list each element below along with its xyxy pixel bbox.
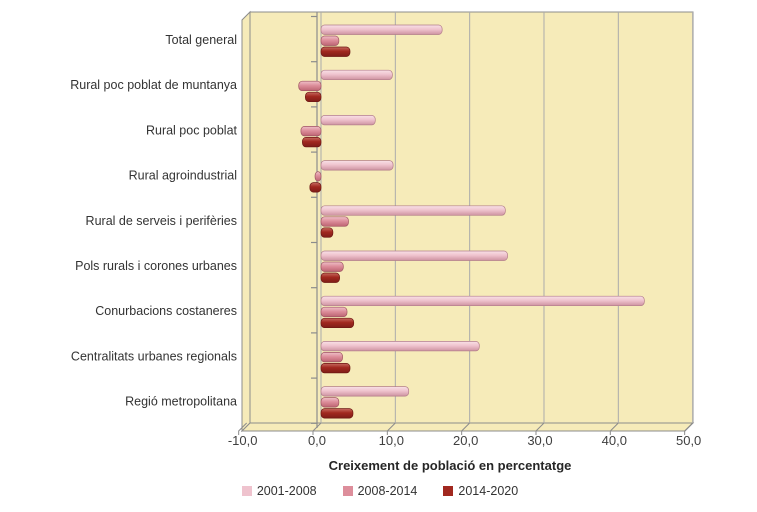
bar-2014-2020: [320, 227, 334, 238]
category-label: Regió metropolitana: [125, 395, 237, 409]
legend-swatch-2008-2014: [342, 486, 353, 496]
category-label: Rural agroindustrial: [129, 169, 237, 183]
plot-floor: [240, 422, 695, 432]
value-tick: [386, 422, 396, 435]
plot-left-wall: [241, 10, 251, 433]
x-tick-label: 30,0: [527, 433, 552, 448]
bar-2014-2020: [305, 91, 322, 103]
legend-swatch-2001-2008: [241, 486, 252, 496]
x-tick-label: -10,0: [228, 433, 258, 448]
x-tick-label: 0,0: [308, 433, 326, 448]
bar-2008-2014: [320, 261, 344, 272]
value-tick: [312, 422, 322, 435]
bar-2014-2020: [302, 137, 322, 148]
legend-swatch-2014-2020: [443, 486, 454, 496]
legend-label: 2001-2008: [256, 484, 317, 498]
bar-2001-2008: [320, 69, 393, 81]
bar-2014-2020: [320, 46, 351, 57]
bar-2008-2014: [320, 397, 340, 408]
value-tick: [535, 422, 545, 435]
value-tick: [684, 422, 694, 435]
bar-2001-2008: [320, 24, 443, 35]
bar-2001-2008: [320, 341, 480, 352]
value-tick: [238, 422, 248, 435]
bar-2008-2014: [314, 171, 322, 182]
value-tick: [609, 422, 619, 435]
category-label: Pols rurals i corones urbanes: [75, 259, 237, 273]
chart-legend: 2001-2008 2008-2014 2014-2020: [120, 484, 640, 498]
bar-2001-2008: [320, 386, 410, 397]
legend-label: 2014-2020: [458, 484, 519, 498]
legend-item-2008-2014: 2008-2014: [342, 484, 418, 498]
x-tick-label: 10,0: [379, 433, 404, 448]
value-tick: [461, 422, 471, 435]
bar-2001-2008: [320, 295, 645, 307]
bar-2008-2014: [320, 306, 348, 318]
bar-2014-2020: [309, 182, 322, 193]
bar-2008-2014: [320, 352, 343, 363]
bar-2001-2008: [320, 205, 506, 216]
bar-2008-2014: [320, 216, 349, 227]
legend-item-2001-2008: 2001-2008: [241, 484, 317, 498]
bar-2014-2020: [320, 272, 340, 283]
legend-label: 2008-2014: [357, 484, 418, 498]
category-label: Rural poc poblat: [146, 123, 238, 137]
bar-2001-2008: [320, 115, 376, 126]
x-tick-label: 40,0: [602, 433, 627, 448]
bar-2008-2014: [300, 126, 322, 137]
bar-2014-2020: [320, 317, 355, 329]
bar-2014-2020: [320, 363, 351, 374]
bar-2001-2008: [320, 250, 508, 261]
bar-2001-2008: [320, 160, 394, 171]
category-label: Centralitats urbanes regionals: [71, 349, 237, 363]
category-label: Conurbacions costaneres: [95, 304, 237, 318]
category-label: Total general: [165, 33, 237, 47]
legend-item-2014-2020: 2014-2020: [443, 484, 518, 498]
bar-2014-2020: [320, 408, 354, 419]
bar-2008-2014: [298, 80, 322, 92]
x-tick-label: 50,0: [676, 433, 701, 448]
category-label: Rural de serveis i perifèries: [86, 214, 237, 228]
category-label: Rural poc poblat de muntanya: [70, 78, 237, 92]
x-axis-title: Creixement de població en percentatge: [328, 458, 572, 473]
bar-2008-2014: [320, 35, 340, 46]
x-tick-label: 20,0: [453, 433, 478, 448]
